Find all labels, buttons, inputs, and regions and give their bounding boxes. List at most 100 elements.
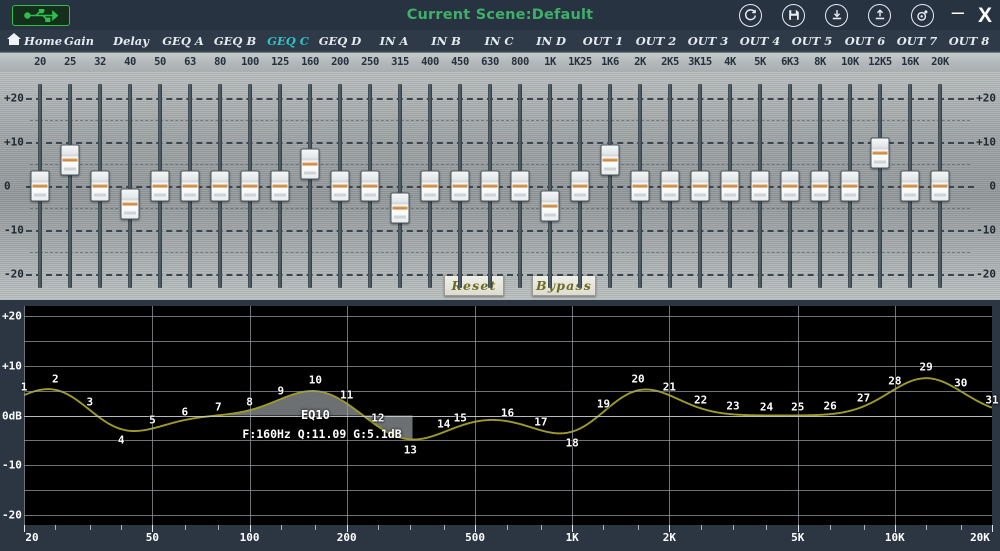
fader-handle-12K5[interactable] — [870, 137, 890, 169]
fader-handle-630[interactable] — [480, 170, 500, 202]
eq-point-27[interactable]: 27 — [856, 391, 871, 405]
eq-point-2[interactable]: 2 — [51, 372, 59, 386]
tab-in-d[interactable]: IN D — [536, 33, 566, 48]
tab-geq-a[interactable]: GEQ A — [162, 33, 204, 48]
fader-handle-5K[interactable] — [750, 170, 770, 202]
eq-point-18[interactable]: 18 — [565, 436, 579, 450]
fader-handle-4K[interactable] — [720, 170, 740, 202]
tab-out-1[interactable]: OUT 1 — [582, 33, 624, 48]
upload-icon[interactable] — [868, 3, 891, 27]
fader-handle-25[interactable] — [60, 144, 80, 176]
fader-handle-50[interactable] — [150, 170, 170, 202]
tab-in-c[interactable]: IN C — [484, 33, 514, 48]
eq-point-15[interactable]: 15 — [453, 411, 467, 425]
minimize-button[interactable]: – — [951, 0, 964, 24]
fader-handle-250[interactable] — [360, 170, 380, 202]
eq-point-23[interactable]: 23 — [726, 399, 740, 413]
fader-handle-1K25[interactable] — [570, 170, 590, 202]
tab-delay[interactable]: Delay — [113, 33, 149, 48]
tab-out-6[interactable]: OUT 6 — [844, 33, 886, 48]
eq-point-9[interactable]: 9 — [277, 384, 285, 398]
eq-point-30[interactable]: 30 — [954, 376, 968, 390]
eq-point-25[interactable]: 25 — [791, 400, 805, 414]
eq-point-24[interactable]: 24 — [759, 400, 774, 414]
eq-point-11[interactable]: 11 — [340, 388, 354, 402]
tab-out-4[interactable]: OUT 4 — [739, 33, 781, 48]
tab-geq-d[interactable]: GEQ D — [318, 33, 362, 48]
fader-handle-450[interactable] — [450, 170, 470, 202]
reset-button[interactable]: Reset — [444, 275, 504, 296]
tab-in-b[interactable]: IN B — [431, 33, 461, 48]
fader-handle-125[interactable] — [270, 170, 290, 202]
freq-tick — [444, 525, 445, 530]
eq-point-1[interactable]: 1 — [20, 380, 28, 394]
fader-handle-100[interactable] — [240, 170, 260, 202]
fader-track-1K[interactable] — [548, 84, 552, 288]
tab-geq-b[interactable]: GEQ B — [213, 33, 257, 48]
eq-point-21[interactable]: 21 — [662, 380, 676, 394]
fader-handle-16K[interactable] — [900, 170, 920, 202]
fader-handle-160[interactable] — [300, 148, 320, 180]
tab-in-a[interactable]: IN A — [379, 33, 409, 48]
fader-handle-10K[interactable] — [840, 170, 860, 202]
fader-track-12K5[interactable] — [878, 84, 882, 288]
eq-point-26[interactable]: 26 — [823, 399, 837, 413]
fader-handle-20K[interactable] — [930, 170, 950, 202]
eq-point-17[interactable]: 17 — [534, 415, 548, 429]
eq-point-19[interactable]: 19 — [596, 397, 611, 411]
settings-icon[interactable] — [911, 3, 934, 27]
fader-handle-1K[interactable] — [540, 190, 560, 222]
tab-geq-c[interactable]: GEQ C — [267, 33, 309, 48]
fader-handle-20[interactable] — [30, 170, 50, 202]
download-icon[interactable] — [825, 3, 848, 27]
tab-out-8[interactable]: OUT 8 — [948, 33, 990, 48]
fader-handle-80[interactable] — [210, 170, 230, 202]
close-button[interactable]: X — [977, 3, 992, 27]
fader-track-40[interactable] — [128, 84, 132, 288]
fader-handle-800[interactable] — [510, 170, 530, 202]
tab-out-7[interactable]: OUT 7 — [896, 33, 938, 48]
eq-point-5[interactable]: 5 — [149, 413, 156, 427]
eq-point-10[interactable]: 10 — [308, 373, 323, 387]
eq-point-20[interactable]: 20 — [631, 372, 645, 386]
fader-handle-6K3[interactable] — [780, 170, 800, 202]
fader-handle-8K[interactable] — [810, 170, 830, 202]
fader-handle-40[interactable] — [120, 188, 140, 220]
sidebar-item-home[interactable]: Home — [6, 31, 64, 50]
eq-point-29[interactable]: 29 — [919, 360, 933, 374]
eq-point-28[interactable]: 28 — [888, 374, 902, 388]
fader-handle-1K6[interactable] — [600, 144, 620, 176]
tab-out-2[interactable]: OUT 2 — [635, 33, 677, 48]
save-icon[interactable] — [782, 3, 805, 27]
fader-handle-32[interactable] — [90, 170, 110, 202]
fader-track-315[interactable] — [398, 84, 402, 288]
eq-point-6[interactable]: 6 — [181, 405, 189, 419]
eq-point-14[interactable]: 14 — [437, 417, 451, 431]
eq-point-8[interactable]: 8 — [246, 395, 253, 409]
tab-out-5[interactable]: OUT 5 — [791, 33, 833, 48]
eq-point-7[interactable]: 7 — [214, 400, 222, 414]
eq-point-12[interactable]: 12 — [371, 411, 385, 425]
eq-point-22[interactable]: 22 — [693, 393, 708, 407]
eq-point-31[interactable]: 31 — [985, 393, 999, 407]
fader-handle-400[interactable] — [420, 170, 440, 202]
fader-track-160[interactable] — [308, 84, 312, 288]
tab-out-3[interactable]: OUT 3 — [687, 33, 729, 48]
fader-track-25[interactable] — [68, 84, 72, 288]
fader-handle-200[interactable] — [330, 170, 350, 202]
fader-handle-2K5[interactable] — [660, 170, 680, 202]
eq-point-13[interactable]: 13 — [403, 443, 417, 457]
tab-gain[interactable]: Gain — [63, 33, 95, 48]
fader-handle-3K15[interactable] — [690, 170, 710, 202]
fader-handle-63[interactable] — [180, 170, 200, 202]
usb-icon[interactable] — [12, 4, 70, 26]
fader-handle-315[interactable] — [390, 192, 410, 224]
bypass-button[interactable]: Bypass — [532, 275, 596, 296]
eq-curve-plot[interactable] — [24, 306, 992, 525]
fader-handle-2K[interactable] — [630, 170, 650, 202]
fader-track-1K6[interactable] — [608, 84, 612, 288]
sync-icon[interactable] — [739, 3, 762, 27]
eq-point-16[interactable]: 16 — [500, 406, 515, 420]
eq-point-4[interactable]: 4 — [117, 433, 125, 447]
eq-point-3[interactable]: 3 — [86, 395, 94, 409]
